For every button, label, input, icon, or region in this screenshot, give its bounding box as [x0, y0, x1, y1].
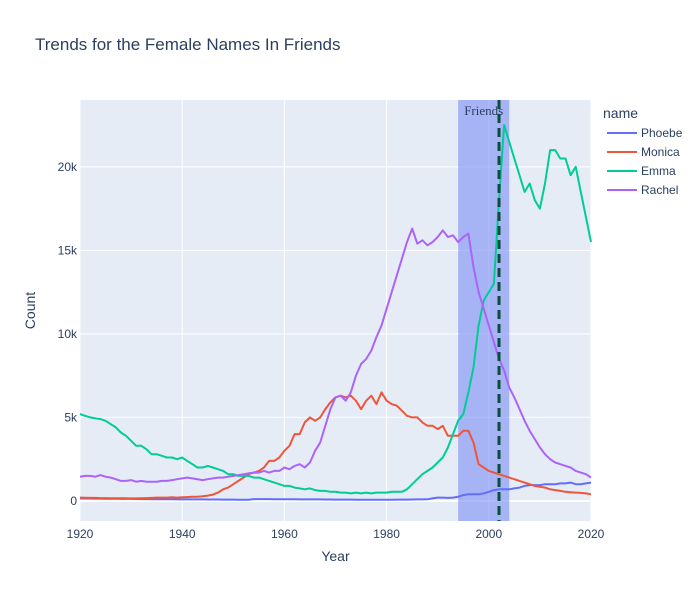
legend-item-emma[interactable]: Emma — [641, 164, 676, 178]
legend-item-rachel[interactable]: Rachel — [641, 183, 678, 197]
x-tick-label: 2000 — [475, 527, 502, 541]
x-tick-label: 1980 — [373, 527, 400, 541]
y-tick-label: 10k — [58, 327, 78, 341]
y-axis-ticks: 0 5k 10k 15k 20k — [58, 160, 78, 508]
y-tick-label: 15k — [58, 243, 78, 257]
y-tick-label: 0 — [70, 494, 77, 508]
series-lines — [79, 124, 592, 501]
series-line-emma — [79, 124, 592, 495]
legend-title: name — [603, 105, 638, 121]
x-axis-title: Year — [321, 548, 350, 564]
series-line-rachel — [79, 227, 592, 483]
series-line-phoebe — [79, 481, 592, 501]
plot-area — [80, 100, 591, 521]
chart-title: Trends for the Female Names In Friends — [35, 35, 341, 54]
x-tick-label: 1960 — [271, 527, 298, 541]
y-axis-title: Count — [22, 292, 38, 329]
legend-item-phoebe[interactable]: Phoebe — [641, 126, 683, 140]
x-tick-label: 1920 — [67, 527, 94, 541]
x-axis-ticks: 1920 1940 1960 1980 2000 2020 — [67, 527, 605, 541]
y-tick-label: 20k — [58, 160, 78, 174]
legend: name Phoebe Monica Emma Rachel — [603, 105, 683, 197]
legend-item-monica[interactable]: Monica — [641, 145, 680, 159]
x-tick-label: 1940 — [169, 527, 196, 541]
friends-annotation: Friends — [464, 103, 503, 118]
y-tick-label: 5k — [64, 410, 78, 424]
x-tick-label: 2020 — [578, 527, 605, 541]
